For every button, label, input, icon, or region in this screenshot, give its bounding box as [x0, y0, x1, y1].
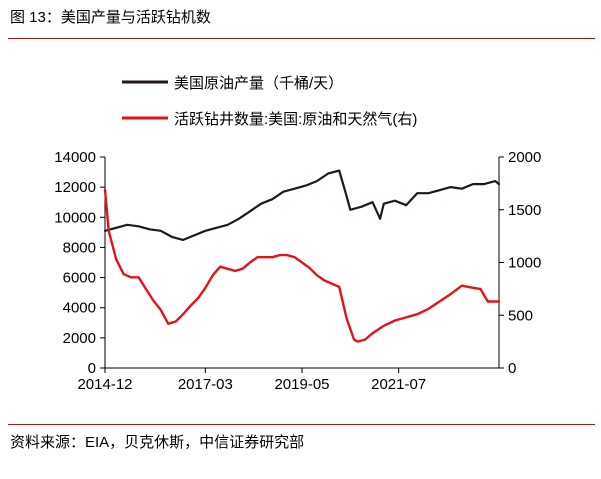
figure-title: 图 13：美国产量与活跃钻机数: [10, 9, 211, 26]
y-right-tick-label: 1000: [508, 255, 541, 272]
y-right-tick-label: 1500: [508, 202, 541, 219]
y-left-tick-label: 6000: [63, 270, 96, 287]
source-note: 资料来源：EIA，贝克休斯，中信证券研究部: [10, 434, 305, 451]
footer-divider: [8, 424, 595, 425]
y-right-tick-label: 500: [508, 307, 533, 324]
title-divider: [8, 38, 595, 39]
series-line-production: [103, 169, 501, 241]
y-left-tick-label: 8000: [63, 239, 96, 256]
chart-axes: 0 2000 4000 6000 8000 10000 12000 14000 0 500 1000…: [54, 149, 541, 393]
chart-legend: 美国原油产量（千桶/天） 活跃钻井数量:美国:原油和天然气(右): [122, 75, 417, 128]
y-left-tick-label: 12000: [54, 179, 96, 196]
legend-label-rigs: 活跃钻井数量:美国:原油和天然气(右): [174, 111, 417, 128]
series-line-rigs: [103, 188, 501, 343]
y-left-tick-label: 0: [88, 360, 96, 377]
x-tick-label: 2019-05: [274, 376, 329, 393]
x-tick-label: 2017-03: [178, 376, 233, 393]
y-right-tick-label: 0: [508, 360, 516, 377]
y-left-tick-label: 14000: [54, 149, 96, 166]
x-tick-label: 2021-07: [371, 376, 426, 393]
y-left-tick-label: 4000: [63, 300, 96, 317]
x-tick-label: 2014-12: [77, 376, 132, 393]
y-right-tick-label: 2000: [508, 149, 541, 166]
y-left-tick-label: 2000: [63, 330, 96, 347]
chart-series: [103, 169, 501, 343]
y-left-tick-label: 10000: [54, 209, 96, 226]
legend-label-production: 美国原油产量（千桶/天）: [174, 75, 343, 92]
